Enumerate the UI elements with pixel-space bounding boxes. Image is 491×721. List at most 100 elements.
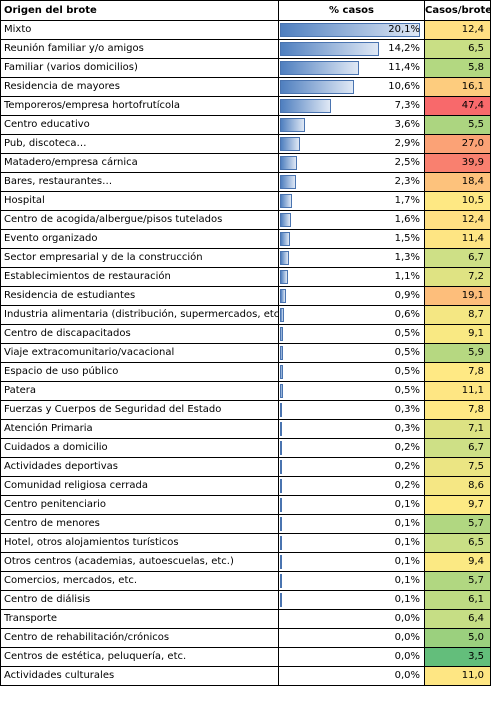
cell-cpb: 6,7 bbox=[424, 248, 491, 268]
pct-data-bar bbox=[280, 232, 291, 246]
cell-pct: 0,5% bbox=[278, 381, 425, 401]
table-row: Atención Primaria 0,3% 7,1 bbox=[0, 419, 491, 439]
cell-cpb: 39,9 bbox=[424, 153, 491, 173]
table-row: Centros de estética, peluquería, etc. 0,0… bbox=[0, 647, 491, 667]
cell-cpb: 9,7 bbox=[424, 495, 491, 515]
cell-cpb: 7,1 bbox=[424, 419, 491, 439]
cell-cpb: 18,4 bbox=[424, 172, 491, 192]
pct-data-bar bbox=[280, 23, 420, 37]
pct-value: 0,2% bbox=[394, 442, 420, 453]
pct-data-bar bbox=[280, 365, 284, 379]
pct-value: 20,1% bbox=[388, 24, 420, 35]
pct-data-bar bbox=[280, 346, 284, 360]
table-row: Espacio de uso público 0,5% 7,8 bbox=[0, 362, 491, 382]
cell-origen: Pub, discoteca… bbox=[0, 134, 279, 154]
cell-pct: 20,1% bbox=[278, 20, 425, 40]
pct-data-bar bbox=[280, 194, 292, 208]
cell-origen: Centro penitenciario bbox=[0, 495, 279, 515]
cell-origen: Evento organizado bbox=[0, 229, 279, 249]
cell-cpb: 7,5 bbox=[424, 457, 491, 477]
cell-pct: 0,1% bbox=[278, 533, 425, 553]
cell-pct: 1,6% bbox=[278, 210, 425, 230]
pct-data-bar bbox=[280, 479, 282, 493]
pct-data-bar bbox=[280, 441, 282, 455]
cell-cpb: 6,5 bbox=[424, 39, 491, 59]
cell-pct: 2,3% bbox=[278, 172, 425, 192]
cell-cpb: 7,8 bbox=[424, 400, 491, 420]
cell-origen: Temporeros/empresa hortofrutícola bbox=[0, 96, 279, 116]
pct-data-bar bbox=[280, 308, 285, 322]
cell-cpb: 6,1 bbox=[424, 590, 491, 610]
cell-origen: Hotel, otros alojamientos turísticos bbox=[0, 533, 279, 553]
pct-value: 11,4% bbox=[388, 62, 420, 73]
table-row: Cuidados a domicilio 0,2% 6,7 bbox=[0, 438, 491, 458]
cell-pct: 0,5% bbox=[278, 343, 425, 363]
cell-pct: 0,0% bbox=[278, 609, 425, 629]
pct-value: 1,3% bbox=[394, 252, 420, 263]
pct-data-bar bbox=[280, 137, 301, 151]
table-row: Residencia de estudiantes 0,9% 19,1 bbox=[0, 286, 491, 306]
table-row: Comercios, mercados, etc. 0,1% 5,7 bbox=[0, 571, 491, 591]
table-row: Mixto 20,1% 12,4 bbox=[0, 20, 491, 40]
cell-origen: Bares, restaurantes… bbox=[0, 172, 279, 192]
table-row: Centro de rehabilitación/crónicos 0,0% 5,0 bbox=[0, 628, 491, 648]
cell-pct: 0,1% bbox=[278, 514, 425, 534]
pct-data-bar bbox=[280, 289, 287, 303]
pct-value: 14,2% bbox=[388, 43, 420, 54]
pct-data-bar bbox=[280, 593, 282, 607]
table-row: Otros centros (academias, autoescuelas, … bbox=[0, 552, 491, 572]
pct-data-bar bbox=[280, 498, 282, 512]
cell-origen: Matadero/empresa cárnica bbox=[0, 153, 279, 173]
pct-value: 0,1% bbox=[394, 575, 420, 586]
pct-data-bar bbox=[280, 61, 360, 75]
pct-data-bar bbox=[280, 251, 290, 265]
pct-value: 2,3% bbox=[394, 176, 420, 187]
pct-data-bar bbox=[280, 175, 297, 189]
pct-value: 3,6% bbox=[394, 119, 420, 130]
pct-value: 0,2% bbox=[394, 480, 420, 491]
cell-pct: 0,3% bbox=[278, 419, 425, 439]
cell-origen: Actividades deportivas bbox=[0, 457, 279, 477]
table-row: Centro de diálisis 0,1% 6,1 bbox=[0, 590, 491, 610]
cell-pct: 0,0% bbox=[278, 647, 425, 667]
pct-value: 10,6% bbox=[388, 81, 420, 92]
cell-origen: Transporte bbox=[0, 609, 279, 629]
table-row: Comunidad religiosa cerrada 0,2% 8,6 bbox=[0, 476, 491, 496]
cell-pct: 0,1% bbox=[278, 495, 425, 515]
cell-origen: Cuidados a domicilio bbox=[0, 438, 279, 458]
cell-cpb: 11,1 bbox=[424, 381, 491, 401]
pct-data-bar bbox=[280, 460, 282, 474]
cell-cpb: 11,4 bbox=[424, 229, 491, 249]
cell-pct: 0,5% bbox=[278, 362, 425, 382]
pct-value: 0,1% bbox=[394, 556, 420, 567]
cell-origen: Establecimientos de restauración bbox=[0, 267, 279, 287]
table-row: Temporeros/empresa hortofrutícola 7,3% 47,… bbox=[0, 96, 491, 116]
cell-origen: Centro de rehabilitación/crónicos bbox=[0, 628, 279, 648]
cell-cpb: 12,4 bbox=[424, 210, 491, 230]
table-row: Centro educativo 3,6% 5,5 bbox=[0, 115, 491, 135]
cell-origen: Industria alimentaria (distribución, sup… bbox=[0, 305, 279, 325]
pct-value: 0,0% bbox=[394, 651, 420, 662]
header-origen: Origen del brote bbox=[0, 0, 279, 21]
pct-value: 0,0% bbox=[394, 632, 420, 643]
pct-value: 0,1% bbox=[394, 537, 420, 548]
cell-pct: 11,4% bbox=[278, 58, 425, 78]
pct-value: 0,3% bbox=[394, 423, 420, 434]
table-row: Fuerzas y Cuerpos de Seguridad del Estad… bbox=[0, 400, 491, 420]
cell-cpb: 16,1 bbox=[424, 77, 491, 97]
cell-origen: Familiar (varios domicilios) bbox=[0, 58, 279, 78]
pct-value: 1,1% bbox=[394, 271, 420, 282]
pct-data-bar bbox=[280, 327, 284, 341]
header-row: Origen del brote % casos Casos/brote bbox=[0, 0, 491, 21]
cell-pct: 0,1% bbox=[278, 552, 425, 572]
cell-cpb: 5,5 bbox=[424, 115, 491, 135]
cell-origen: Fuerzas y Cuerpos de Seguridad del Estad… bbox=[0, 400, 279, 420]
table-row: Centro penitenciario 0,1% 9,7 bbox=[0, 495, 491, 515]
pct-value: 0,5% bbox=[394, 366, 420, 377]
pct-value: 0,9% bbox=[394, 290, 420, 301]
pct-value: 0,0% bbox=[394, 613, 420, 624]
cell-pct: 0,5% bbox=[278, 324, 425, 344]
table-row: Sector empresarial y de la construcción 1… bbox=[0, 248, 491, 268]
cell-origen: Centro de menores bbox=[0, 514, 279, 534]
cell-cpb: 10,5 bbox=[424, 191, 491, 211]
